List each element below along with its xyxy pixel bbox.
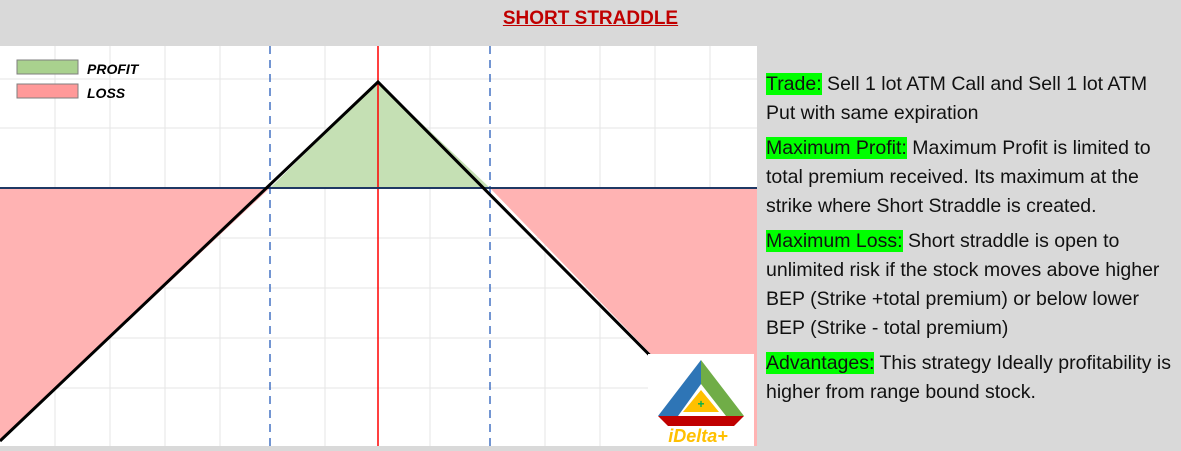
svg-text:+: + — [697, 397, 704, 411]
trade-paragraph: Trade: Sell 1 lot ATM Call and Sell 1 lo… — [766, 70, 1178, 128]
payoff-line — [0, 79, 742, 446]
idelta-logo: + iDelta+ — [648, 354, 754, 446]
max-loss-paragraph: Maximum Loss: Short straddle is open to … — [766, 227, 1178, 343]
advantages-label: Advantages: — [766, 352, 875, 374]
max-profit-paragraph: Maximum Profit: Maximum Profit is limite… — [766, 134, 1178, 221]
strategy-description: Trade: Sell 1 lot ATM Call and Sell 1 lo… — [766, 70, 1178, 413]
trade-text: Sell 1 lot ATM Call and Sell 1 lot ATM P… — [766, 73, 1148, 124]
page-title: SHORT STRADDLE — [502, 8, 679, 29]
legend-loss-label: LOSS — [87, 85, 126, 101]
idelta-triangle-logo-icon: + iDelta+ — [658, 360, 744, 446]
max-loss-text: Short straddle is open to unlimited risk… — [766, 230, 1160, 339]
advantages-paragraph: Advantages: This strategy Ideally profit… — [766, 349, 1178, 407]
logo-text: iDelta+ — [668, 426, 728, 446]
profit-region — [270, 82, 490, 188]
legend-loss-swatch — [16, 83, 79, 99]
max-profit-text: Maximum Profit is limited to total premi… — [766, 137, 1151, 217]
legend-profit-label: PROFIT — [87, 61, 140, 77]
legend-profit-swatch — [16, 59, 79, 75]
advantages-text: This strategy Ideally profitability is h… — [766, 352, 1172, 403]
max-profit-label: Maximum Profit: — [766, 137, 907, 159]
payoff-chart: PROFIT LOSS — [0, 46, 757, 446]
max-loss-label: Maximum Loss: — [766, 230, 903, 252]
trade-label: Trade: — [766, 73, 822, 95]
legend: PROFIT LOSS — [16, 59, 140, 101]
